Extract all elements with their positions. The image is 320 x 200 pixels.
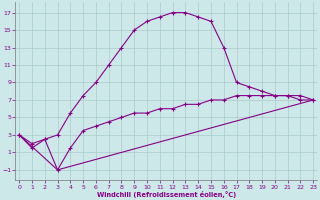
X-axis label: Windchill (Refroidissement éolien,°C): Windchill (Refroidissement éolien,°C) <box>97 191 236 198</box>
